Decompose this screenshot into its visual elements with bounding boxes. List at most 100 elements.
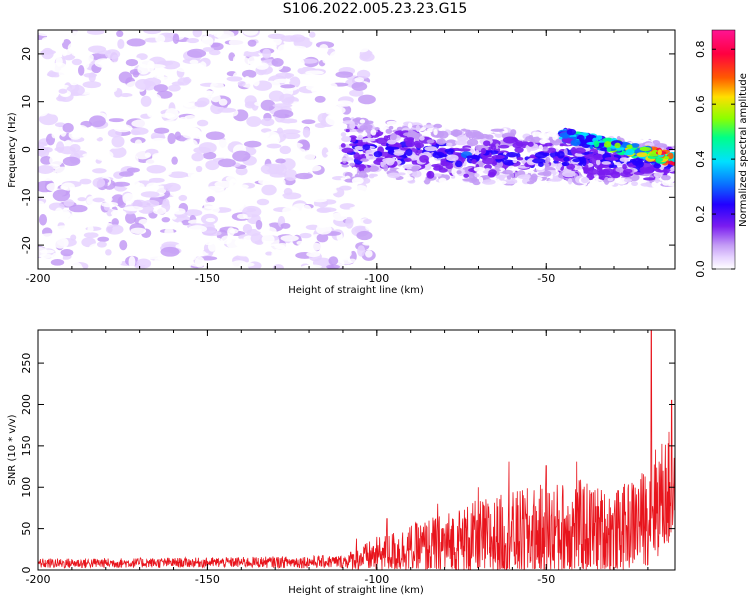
spectrogram-cell: [454, 160, 463, 168]
spectrogram-cell: [309, 36, 319, 43]
x-tick-label: -50: [537, 272, 555, 285]
spectrogram-cell: [105, 196, 113, 202]
spectrogram-cell: [232, 150, 251, 162]
spectrogram-cell: [109, 146, 127, 158]
spectrogram-cell: [38, 173, 44, 179]
spectrogram-cell: [374, 233, 382, 240]
spectrogram-cell: [411, 254, 423, 261]
spectrogram-cell: [349, 143, 357, 147]
spectrogram-cell: [328, 256, 339, 266]
spectrogram-cell: [299, 232, 312, 239]
spectrogram-cell: [563, 156, 570, 162]
spectrogram-cell: [448, 187, 454, 195]
spectrogram-cell: [163, 182, 181, 192]
spectrogram-cell: [38, 165, 54, 174]
spectrogram-cell: [62, 156, 81, 167]
spectrogram-cell: [79, 249, 92, 258]
spectrogram-cell: [191, 152, 204, 162]
y-tick-label: 50: [20, 522, 33, 536]
spectrogram-cell: [86, 53, 94, 63]
spectrogram-cell: [241, 69, 257, 79]
spectrogram-cell: [341, 164, 350, 168]
spectrogram-cell: [314, 179, 324, 186]
spectrogram-cell: [428, 57, 437, 63]
spectrogram-cell: [437, 130, 449, 139]
spectrogram-cell: [362, 137, 376, 142]
spectrogram-cell: [391, 177, 397, 185]
spectrogram-cell: [423, 124, 437, 129]
spectrogram-cell: [581, 158, 587, 167]
spectrogram-cell: [322, 55, 332, 64]
spectrogram-cell: [255, 149, 273, 159]
spectrogram-cell: [609, 125, 622, 131]
spectrogram-cell: [296, 240, 304, 245]
spectrogram-cell: [341, 147, 354, 154]
spectrogram-cell: [225, 194, 243, 207]
spectrogram-cell: [122, 30, 129, 34]
spectrogram-cell: [38, 145, 47, 157]
spectrogram-cell: [162, 120, 179, 126]
spectrogram-cell: [127, 158, 135, 163]
spectrogram-cell: [411, 165, 421, 171]
spectrogram-cell: [38, 96, 43, 102]
spectrogram-cell: [126, 38, 146, 47]
spectrogram-cell: [362, 144, 371, 151]
spectrogram-cell: [354, 77, 365, 83]
spectrogram-cell: [623, 178, 632, 183]
spectrogram-cell: [570, 262, 579, 266]
spectrogram-cell: [661, 79, 670, 84]
spectrogram-cell: [54, 166, 72, 175]
spectrogram-cell: [655, 157, 663, 162]
spectrogram-cell: [255, 219, 263, 230]
spectrogram-cell: [328, 143, 340, 152]
spectrogram-cell: [363, 167, 371, 173]
spectrogram-cell: [242, 205, 262, 218]
y-tick-label: 0: [20, 146, 33, 153]
spectrogram-cell: [584, 164, 589, 170]
spectrogram-cell: [606, 147, 612, 152]
spectrogram-cell: [561, 161, 570, 166]
spectrogram-cell: [570, 147, 577, 155]
spectrogram-cell: [504, 178, 518, 185]
spectrogram-cell: [178, 194, 188, 201]
spectrogram-cell: [232, 55, 240, 66]
spectrogram-cell: [247, 39, 257, 47]
spectrogram-cell: [152, 152, 170, 158]
spectrogram-cell: [83, 129, 101, 140]
spectrogram-cell: [345, 216, 354, 229]
spectrogram-cell: [192, 30, 203, 38]
spectrogram-cell: [146, 240, 154, 247]
spectrogram-cell: [160, 246, 180, 257]
spectrogram-cell: [661, 180, 671, 186]
spectrogram-cell: [59, 228, 69, 239]
spectrogram-cell: [210, 94, 221, 103]
spectrogram-cell: [123, 206, 144, 212]
spectrogram-cell: [406, 137, 415, 141]
spectrogram-cell: [377, 175, 387, 179]
spectrogram-cell: [111, 135, 125, 148]
spectrogram-cell: [359, 119, 366, 124]
spectrogram-cell: [604, 156, 619, 161]
spectrogram-cell: [440, 158, 447, 163]
spectrogram-cell: [190, 172, 211, 180]
spectrogram-cell: [172, 33, 180, 44]
spectrogram-cell: [108, 118, 124, 123]
spectrogram-cell: [176, 154, 192, 160]
spectrogram-cell: [370, 191, 376, 196]
spectrogram-cell: [301, 204, 312, 217]
spectrogram-cell: [363, 65, 375, 71]
spectrogram-cell: [41, 176, 54, 182]
spectrogram-cell: [56, 95, 66, 102]
spectrogram-cell: [432, 107, 438, 116]
spectrogram-cell: [307, 164, 322, 172]
spectrogram-cell: [210, 80, 224, 92]
spectrogram-cell: [157, 255, 169, 261]
spectrogram-cell: [155, 236, 165, 245]
spectrogram-cell: [107, 257, 122, 267]
spectrogram-cell: [403, 157, 412, 162]
spectrogram-cell: [670, 143, 675, 147]
spectrogram-cell: [349, 206, 359, 211]
spectrogram-cell: [327, 115, 337, 120]
spectrogram-cell: [69, 213, 86, 223]
spectrogram-cell: [396, 57, 404, 64]
